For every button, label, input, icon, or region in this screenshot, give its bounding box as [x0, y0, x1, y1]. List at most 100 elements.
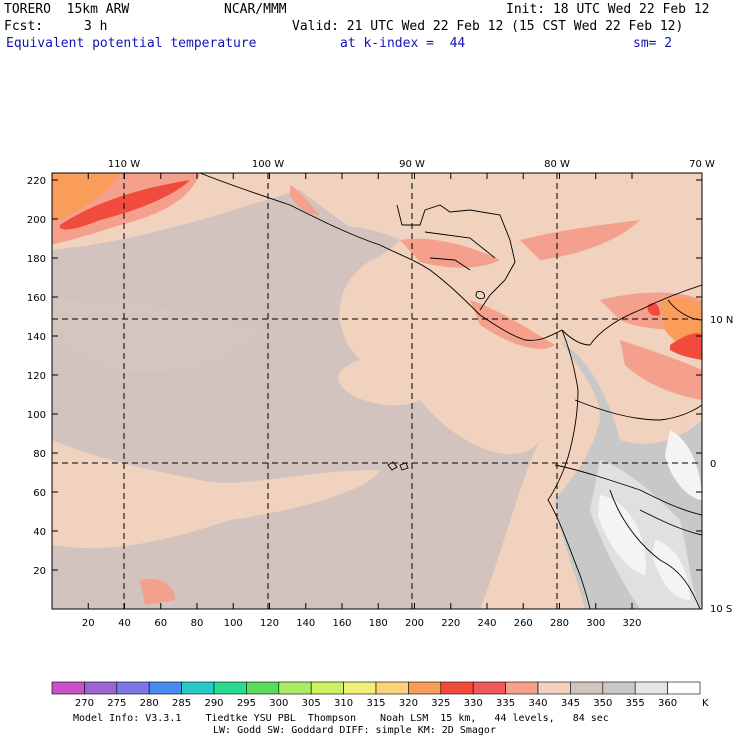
- colorbar: 270 275 280 285 290 295 300 305 310 315 320 325 330 3…: [51, 681, 709, 709]
- forecast-label: Fcst:: [4, 19, 44, 34]
- smoothing-info: sm= 2: [633, 36, 673, 51]
- colorbar-swatch: [375, 681, 409, 695]
- colorbar-label: 305: [302, 698, 321, 709]
- x-tick-label: 180: [369, 618, 388, 629]
- colorbar-swatch: [602, 681, 636, 695]
- y-tick-label: 40: [33, 527, 46, 538]
- shade-white-1: [598, 495, 646, 575]
- colorbar-swatch: [116, 681, 150, 695]
- colorbar-label: 315: [366, 698, 385, 709]
- x-tick-label: 260: [514, 618, 533, 629]
- latitude-labels: 10 N 0 10 S: [710, 315, 733, 615]
- colorbar-label: 335: [496, 698, 515, 709]
- physics-info: LW: Godd SW: Goddard DIFF: simple KM: 2D…: [213, 725, 496, 736]
- colorbar-swatch: [408, 681, 442, 695]
- shade-grey-gulf: [300, 225, 400, 264]
- colorbar-label: 340: [528, 698, 547, 709]
- colorbar-label: 345: [561, 698, 580, 709]
- colorbar-swatch: [505, 681, 539, 695]
- x-tick-label: 120: [260, 618, 279, 629]
- shade-white-3: [652, 540, 690, 600]
- forecast-hours: 3 h: [84, 19, 108, 34]
- shade-grey-ocean: [52, 190, 540, 609]
- colorbar-swatch: [310, 681, 344, 695]
- colorbar-label: 355: [626, 698, 645, 709]
- longitude-label: 90 W: [399, 159, 425, 170]
- shade-salmon-1: [400, 238, 500, 268]
- colorbar-swatch: [246, 681, 280, 695]
- colorbar-label: 270: [75, 698, 94, 709]
- colorbar-swatch: [667, 681, 701, 695]
- colorbar-label: 320: [399, 698, 418, 709]
- colorbar-unit: K: [702, 698, 709, 709]
- valid-time: Valid: 21 UTC Wed 22 Feb 12 (15 CST Wed …: [292, 19, 684, 34]
- x-tick-label: 80: [191, 618, 204, 629]
- shade-orange-nw: [52, 173, 120, 222]
- colorbar-swatch: [213, 681, 247, 695]
- organization-label: NCAR/MMM: [224, 2, 287, 17]
- colorbar-swatch: [148, 681, 182, 695]
- colorbar-swatch: [634, 681, 668, 695]
- x-axis: 20 40 60 80 100 120 140 160 180 200 220 240 260 280 30…: [82, 173, 642, 629]
- latitude-label: 10 S: [710, 604, 732, 615]
- y-tick-label: 120: [27, 371, 46, 382]
- x-tick-label: 300: [586, 618, 605, 629]
- y-tick-label: 220: [27, 176, 46, 187]
- colorbar-label: 350: [593, 698, 612, 709]
- colorbar-swatch: [343, 681, 377, 695]
- shade-red-venezuela: [670, 333, 702, 360]
- x-tick-label: 20: [82, 618, 95, 629]
- x-tick-label: 240: [477, 618, 496, 629]
- shade-salmon-caribbean: [520, 220, 640, 260]
- x-tick-label: 220: [441, 618, 460, 629]
- colorbar-label: 330: [464, 698, 483, 709]
- longitude-labels: 110 W 100 W 90 W 80 W 70 W: [108, 159, 715, 170]
- latitude-label: 10 N: [710, 315, 733, 326]
- y-tick-label: 160: [27, 293, 46, 304]
- colorbar-label: 285: [172, 698, 191, 709]
- longitude-label: 70 W: [689, 159, 715, 170]
- colorbar-swatch: [570, 681, 604, 695]
- x-tick-label: 280: [550, 618, 569, 629]
- x-tick-label: 60: [154, 618, 167, 629]
- y-tick-label: 140: [27, 332, 46, 343]
- shade-grey-ocean-2: [52, 300, 260, 373]
- shade-red-nw: [60, 180, 190, 230]
- colorbar-swatch: [537, 681, 571, 695]
- x-tick-label: 320: [622, 618, 641, 629]
- y-tick-label: 180: [27, 254, 46, 265]
- y-tick-label: 200: [27, 215, 46, 226]
- colorbar-label: 280: [140, 698, 159, 709]
- colorbar-label: 360: [658, 698, 677, 709]
- colorbar-label: 310: [334, 698, 353, 709]
- y-tick-label: 60: [33, 488, 46, 499]
- model-info: Model Info: V3.3.1 Tiedtke YSU PBL Thomp…: [73, 713, 609, 724]
- colorbar-label: 300: [269, 698, 288, 709]
- field-name: Equivalent potential temperature: [6, 36, 257, 51]
- colorbar-swatch: [472, 681, 506, 695]
- longitude-label: 110 W: [108, 159, 140, 170]
- coastlines: [199, 173, 702, 609]
- longitude-label: 80 W: [544, 159, 570, 170]
- x-tick-label: 140: [296, 618, 315, 629]
- colorbar-label: 290: [204, 698, 223, 709]
- y-tick-label: 20: [33, 566, 46, 577]
- shade-salmon-2: [620, 340, 702, 400]
- colorbar-swatch: [440, 681, 474, 695]
- field-shading: [52, 173, 702, 609]
- init-time: Init: 18 UTC Wed 22 Feb 12: [506, 2, 710, 17]
- x-tick-label: 40: [118, 618, 131, 629]
- graticule: [52, 173, 702, 609]
- shade-red-small: [647, 303, 660, 316]
- colorbar-swatch: [84, 681, 118, 695]
- shade-white-2: [665, 430, 702, 500]
- level-info: at k-index = 44: [340, 36, 466, 51]
- x-tick-label: 200: [405, 618, 424, 629]
- x-tick-label: 160: [332, 618, 351, 629]
- colorbar-swatch: [181, 681, 215, 695]
- y-tick-label: 80: [33, 449, 46, 460]
- latitude-label: 0: [710, 459, 716, 470]
- colorbar-label: 295: [237, 698, 256, 709]
- longitude-label: 100 W: [252, 159, 284, 170]
